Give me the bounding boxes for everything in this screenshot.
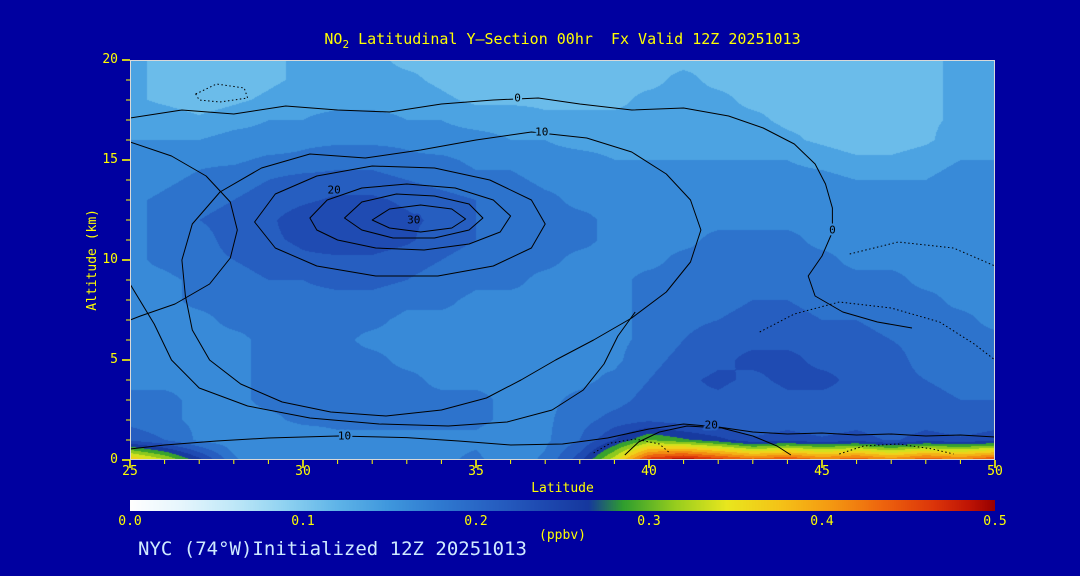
x-tick-label: 45 [814,464,830,479]
x-tick-label: 40 [641,464,657,479]
colorbar-tick-label: 0.5 [983,514,1007,529]
y-tick-label: 10 [102,252,118,267]
contour-line [195,83,249,103]
x-tick-label: 35 [468,464,484,479]
contour-label: 10 [338,430,351,443]
x-tick-label: 30 [295,464,311,479]
contour-line [130,97,913,329]
contour-label: 20 [705,419,718,432]
chart-title: NO2 Latitudinal Y—Section 00hr Fx Valid … [130,30,995,51]
colorbar [130,500,995,511]
colorbar-tick-label: 0.4 [810,514,834,529]
contour-label: 30 [407,214,420,227]
contour-label: 20 [328,184,341,197]
colorbar-tick-label: 0.0 [118,514,142,529]
contour-overlay: 0 0 10 20 30 10 20 [130,83,995,456]
colorbar-gradient-canvas [130,500,995,511]
chart-title-rest: Latitudinal Y—Section 00hr Fx Valid 12Z … [349,30,801,48]
contour-line [130,283,636,427]
y-tick-label: 20 [102,52,118,67]
footer-text: NYC (74°W)Initialized 12Z 20251013 [138,538,527,560]
chart-title-prefix: NO [324,30,343,48]
colorbar-units: (ppbv) [539,528,586,543]
plot-area: 0 0 10 20 30 10 20 [130,60,995,460]
contour-line [849,241,995,267]
contour-line [181,131,702,417]
contour-line [759,301,995,361]
contour-line [839,443,954,455]
contour-label: 0 [514,92,521,105]
contour-label: 10 [535,126,548,139]
contour-line [254,165,546,277]
x-tick-label: 25 [122,464,138,479]
y-tick-label: 0 [110,452,118,467]
x-axis-title: Latitude [531,481,594,496]
y-tick-label: 15 [102,152,118,167]
contour-label: 0 [829,224,836,237]
colorbar-tick-label: 0.1 [291,514,315,529]
colorbar-tick-label: 0.2 [464,514,488,529]
y-tick-label: 5 [110,352,118,367]
contour-line [130,141,238,321]
contour-line [593,438,671,454]
contour-line [130,423,995,450]
colorbar-tick-label: 0.3 [637,514,661,529]
chart-title-subscript: 2 [342,38,350,51]
x-tick-label: 50 [987,464,1003,479]
